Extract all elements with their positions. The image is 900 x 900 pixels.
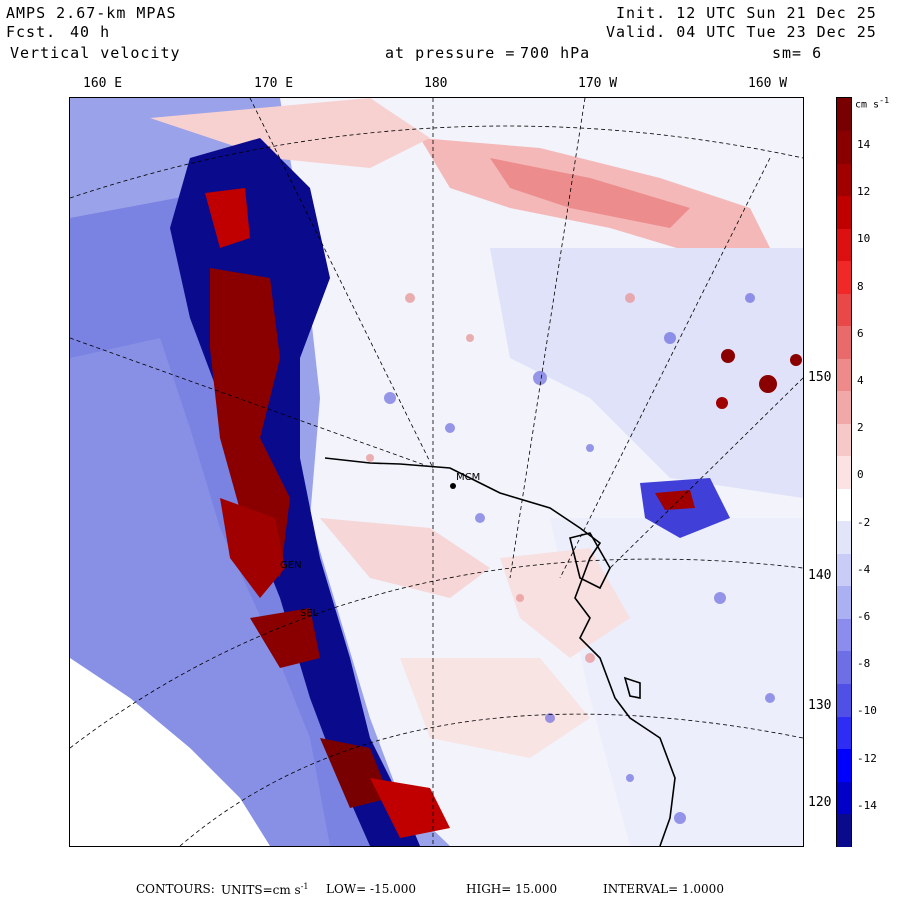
colorbar-segment xyxy=(837,130,851,164)
valid-time: Valid. 04 UTC Tue 23 Dec 25 xyxy=(606,23,877,41)
footer-high: HIGH= 15.000 xyxy=(466,882,558,896)
footer-interval: INTERVAL= 1.0000 xyxy=(603,882,724,896)
colorbar-tick-label: -6 xyxy=(857,610,871,623)
pressure-label: at pressure = xyxy=(385,44,516,62)
colorbar-tick-label: -8 xyxy=(857,657,871,671)
pressure-level: 700 hPa xyxy=(520,44,591,62)
colorbar-segment xyxy=(837,585,851,619)
colorbar-segment xyxy=(837,293,851,327)
colorbar-segment xyxy=(837,325,851,359)
colorbar-segment xyxy=(837,780,851,815)
colorbar-segment xyxy=(837,618,851,652)
colorbar-segment xyxy=(837,98,851,132)
colorbar-segment xyxy=(837,488,851,522)
colorbar-segment xyxy=(837,813,851,847)
colorbar-tick-label: -10 xyxy=(857,704,877,718)
colorbar-segment xyxy=(837,553,851,587)
footer-low: LOW= -15.000 xyxy=(326,882,417,896)
colorbar-segment xyxy=(837,650,851,684)
colorbar-tick-label: 4 xyxy=(857,374,864,387)
colorbar-tick-label: -4 xyxy=(857,562,871,576)
lon-label-180: 180 xyxy=(424,76,448,91)
lon-label-170e: 170 E xyxy=(254,76,294,91)
station-mcm: MCM xyxy=(456,472,480,483)
forecast-hour: 40 h xyxy=(70,23,111,41)
colorbar-tick-label: 14 xyxy=(857,138,871,151)
colorbar-tick-label: 6 xyxy=(857,326,864,340)
colorbar-tick-label: -12 xyxy=(857,751,877,765)
lon-label-160e: 160 E xyxy=(83,76,123,91)
colorbar-segment xyxy=(837,683,851,717)
colorbar-segment xyxy=(837,520,851,554)
colorbar-segment xyxy=(837,390,851,424)
footer-units: UNITS=cm s-1 xyxy=(221,882,309,897)
map-canvas: GEN SEL MCM xyxy=(70,98,803,846)
colorbar-tick-label: -14 xyxy=(857,798,877,812)
colorbar-segment xyxy=(837,163,851,197)
lon-label-160w: 160 W xyxy=(748,76,788,91)
colorbar-tick-label: 2 xyxy=(857,421,864,435)
forecast-label: Fcst. xyxy=(6,23,57,41)
colorbar xyxy=(836,97,852,847)
colorbar-tick-label: 12 xyxy=(857,185,871,199)
colorbar-tick-label: 8 xyxy=(857,279,864,293)
colorbar-segment xyxy=(837,455,851,489)
model-title: AMPS 2.67-km MPAS xyxy=(6,4,177,22)
colorbar-segment xyxy=(837,260,851,294)
colorbar-tick-label: 10 xyxy=(857,232,871,246)
colorbar-tick-label: -2 xyxy=(857,515,871,529)
colorbar-segment xyxy=(837,358,851,392)
station-sel: SEL xyxy=(300,608,319,619)
colorbar-segment xyxy=(837,228,851,262)
colorbar-segment xyxy=(837,715,851,750)
field-name: Vertical velocity xyxy=(10,44,181,62)
colorbar-tick-label: 0 xyxy=(857,468,864,482)
colorbar-segment xyxy=(837,195,851,229)
vertical-velocity-map: GEN SEL MCM xyxy=(69,97,804,847)
smoothing: sm= 6 xyxy=(772,44,823,62)
station-gen: GEN xyxy=(280,560,302,571)
footer-contours: CONTOURS: xyxy=(136,882,215,896)
colorbar-segment xyxy=(837,423,851,457)
colorbar-segment xyxy=(837,748,851,782)
lon-label-170w: 170 W xyxy=(578,76,618,91)
init-time: Init. 12 UTC Sun 21 Dec 25 xyxy=(616,4,877,22)
colorbar-units: cm s-1 xyxy=(855,95,890,111)
